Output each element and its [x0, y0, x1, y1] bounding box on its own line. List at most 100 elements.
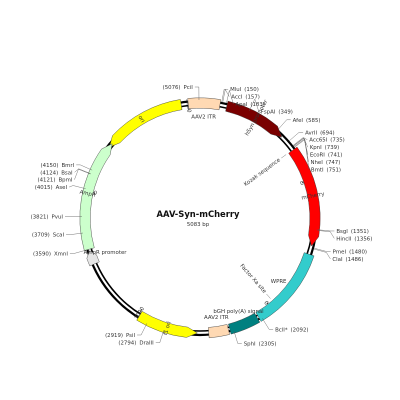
site-leader	[317, 230, 335, 239]
plasmid-name: AAV-Syn-mCherry	[157, 209, 240, 219]
feature-ori	[109, 99, 183, 148]
site-nhei: NheI (747)	[310, 159, 340, 165]
site-hincii: HincII (1356)	[336, 236, 372, 242]
site-name: FspAI	[261, 109, 276, 115]
site-position: (739)	[325, 145, 340, 151]
site-bmti: BmtI (751)	[311, 167, 341, 173]
site-ecori: EcoRI (741)	[310, 152, 343, 158]
inner-label-factor-xa: Factor Xa site	[238, 263, 267, 295]
feature-label-itr-left: AAV2 ITR	[191, 115, 216, 121]
site-name: BclI*	[275, 327, 288, 333]
site-name: BsgI	[336, 228, 348, 234]
site-position: (2794)	[118, 340, 136, 346]
site-position: (3590)	[33, 251, 51, 257]
site-name: AfeI	[293, 117, 304, 123]
site-name: AseI	[56, 185, 68, 191]
site-leader	[137, 323, 148, 336]
feature-label-ampr: AmpR	[79, 189, 96, 198]
feature-itr-left	[187, 97, 222, 111]
site-bsgi: BsgI (1351)	[336, 228, 368, 234]
site-position: (1356)	[354, 236, 372, 242]
feature-itr-right	[208, 324, 230, 339]
feature-ampr	[79, 143, 113, 251]
site-leader	[249, 98, 259, 112]
site-leader	[317, 229, 335, 232]
site-leader	[69, 249, 87, 254]
site-sphi: SphI (2305)	[244, 341, 277, 347]
site-position: (2305)	[259, 341, 277, 347]
site-leader	[294, 138, 309, 162]
site-leader	[74, 168, 91, 174]
center-layer: AAV-Syn-mCherry 5083 bp	[157, 209, 240, 228]
tick-mark	[139, 308, 143, 314]
site-afei: AfeI (585)	[293, 117, 321, 123]
feature-label-f1-ori: f1 ori	[163, 321, 173, 336]
feature-f1-ori	[136, 311, 198, 338]
site-name: AccI	[231, 94, 243, 100]
site-position: (751)	[327, 167, 342, 173]
site-kpni: KpnI (739)	[310, 145, 339, 151]
site-name: DraIII	[139, 340, 154, 346]
site-bpmi: (4121) BpmI	[38, 177, 73, 183]
site-leader	[292, 137, 308, 146]
feature-hsyn-promoter	[225, 100, 283, 138]
site-name: HincII	[336, 236, 352, 242]
site-position: (349)	[278, 109, 293, 115]
site-name: EcoRI	[310, 152, 325, 158]
site-bmri: (4150) BmrI	[41, 162, 75, 168]
feature-label-wpre: WPRE	[271, 279, 287, 285]
site-apai: ApaI (183)	[235, 102, 265, 108]
tick-label: 5000	[184, 99, 191, 114]
site-name: AvrII	[305, 130, 317, 136]
feature-label-bgh-polya: bGH poly(A) signal	[213, 309, 263, 315]
site-leader	[233, 330, 242, 344]
site-pmei: PmeI (1480)	[333, 249, 367, 255]
site-name: PmeI	[333, 249, 347, 255]
feature-bgh-polya	[228, 312, 261, 335]
feature-label-itr-right: AAV2 ITR	[204, 315, 229, 321]
site-bsai: (4124) BsaI	[40, 170, 73, 176]
site-clai: ClaI (1486)	[332, 256, 363, 262]
feature-label-mcherry: mCherry	[301, 191, 326, 201]
site-leader	[226, 89, 234, 105]
site-position: (1480)	[349, 249, 367, 255]
site-position: (183)	[250, 102, 264, 108]
site-name: ApaI	[235, 102, 247, 108]
site-leader	[294, 139, 310, 170]
site-position: (2919)	[105, 332, 123, 338]
site-leader	[66, 232, 83, 235]
site-name: Acc65I	[309, 137, 327, 143]
site-name: SphI	[244, 341, 256, 347]
site-name: MluI	[230, 87, 242, 93]
site-name: BsaI	[61, 170, 73, 176]
inner-label-kozak: Kozak sequence	[243, 157, 282, 188]
site-leader	[76, 164, 93, 171]
feature-mcherry	[288, 146, 321, 247]
site-scai: (3709) ScaI	[32, 232, 65, 238]
site-name: PciI	[184, 85, 194, 91]
site-draiii: (2794) DraIII	[118, 340, 154, 346]
site-position: (741)	[328, 152, 343, 158]
site-position: (585)	[306, 117, 321, 123]
site-leader	[194, 86, 200, 101]
site-bclI: BclI* (2092)	[275, 327, 308, 333]
site-position: (1486)	[346, 256, 364, 262]
feature-ampr-promoter	[86, 250, 100, 267]
site-position: (4150)	[41, 162, 59, 168]
site-name: NheI	[310, 159, 323, 165]
site-position: (735)	[330, 137, 345, 143]
site-leader	[293, 137, 309, 155]
site-leader	[69, 185, 86, 189]
feature-label-ori: ori	[137, 115, 146, 124]
site-pvui: (3821) PvuI	[31, 214, 64, 220]
site-position: (150)	[244, 87, 258, 93]
site-name: XmnI	[54, 251, 68, 257]
site-name: BmtI	[311, 167, 324, 173]
site-position: (3709)	[32, 232, 50, 238]
site-position: (4015)	[35, 185, 53, 191]
site-name: KpnI	[310, 145, 322, 151]
site-psii: (2919) PsiI	[105, 332, 135, 338]
site-name: BpmI	[58, 177, 72, 183]
site-position: (157)	[245, 94, 260, 100]
